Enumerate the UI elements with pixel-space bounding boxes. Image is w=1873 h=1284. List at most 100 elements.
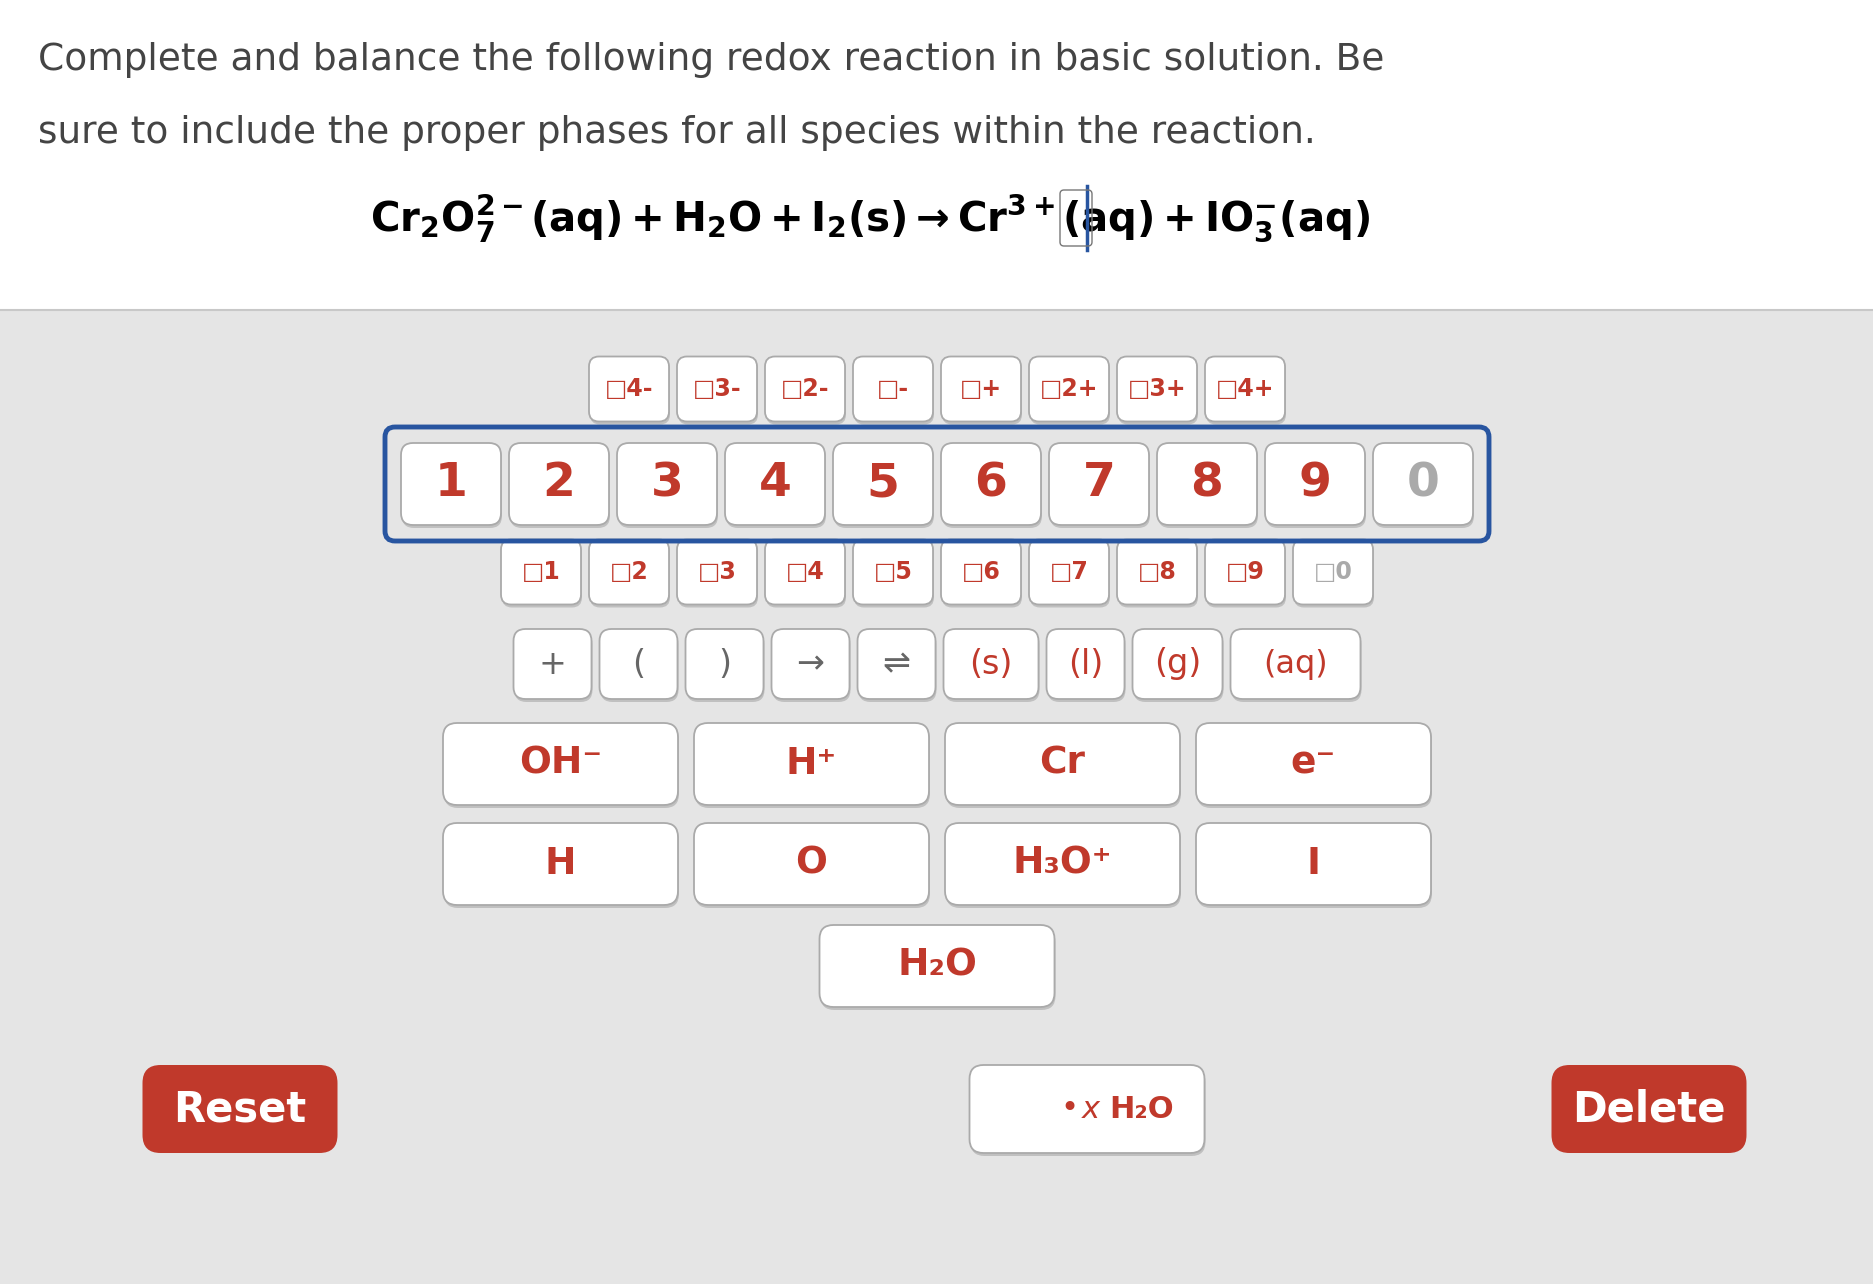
FancyBboxPatch shape xyxy=(1116,539,1197,605)
FancyBboxPatch shape xyxy=(616,443,717,525)
FancyBboxPatch shape xyxy=(1028,539,1109,605)
Text: Delete: Delete xyxy=(1571,1088,1725,1130)
Text: ): ) xyxy=(717,647,730,681)
FancyBboxPatch shape xyxy=(676,357,757,421)
FancyBboxPatch shape xyxy=(1231,629,1360,698)
Text: □5: □5 xyxy=(873,560,912,584)
FancyBboxPatch shape xyxy=(500,539,581,605)
FancyBboxPatch shape xyxy=(686,629,762,698)
FancyBboxPatch shape xyxy=(944,723,1180,805)
Text: □4: □4 xyxy=(785,560,824,584)
FancyBboxPatch shape xyxy=(1131,629,1221,698)
FancyBboxPatch shape xyxy=(599,632,678,702)
FancyBboxPatch shape xyxy=(833,443,933,525)
Text: □4-: □4- xyxy=(605,377,654,401)
FancyBboxPatch shape xyxy=(854,360,933,425)
FancyBboxPatch shape xyxy=(1049,446,1150,528)
FancyBboxPatch shape xyxy=(854,543,933,607)
FancyBboxPatch shape xyxy=(852,357,933,421)
FancyBboxPatch shape xyxy=(509,443,609,525)
Text: 3: 3 xyxy=(650,461,684,506)
Text: □2+: □2+ xyxy=(1040,377,1098,401)
FancyBboxPatch shape xyxy=(940,539,1021,605)
Text: 1: 1 xyxy=(435,461,466,506)
Text: H₂O: H₂O xyxy=(1109,1094,1174,1124)
FancyBboxPatch shape xyxy=(858,629,935,698)
FancyBboxPatch shape xyxy=(1045,629,1124,698)
FancyBboxPatch shape xyxy=(852,539,933,605)
FancyBboxPatch shape xyxy=(1373,446,1474,528)
FancyBboxPatch shape xyxy=(725,443,824,525)
FancyBboxPatch shape xyxy=(725,446,826,528)
FancyBboxPatch shape xyxy=(942,629,1038,698)
FancyBboxPatch shape xyxy=(1373,443,1472,525)
FancyBboxPatch shape xyxy=(1206,543,1285,607)
FancyBboxPatch shape xyxy=(590,543,671,607)
FancyBboxPatch shape xyxy=(942,446,1041,528)
FancyBboxPatch shape xyxy=(1197,725,1431,808)
FancyBboxPatch shape xyxy=(142,1064,337,1153)
Text: Complete and balance the following redox reaction in basic solution. Be: Complete and balance the following redox… xyxy=(37,42,1384,78)
Text: •: • xyxy=(1060,1094,1077,1124)
FancyBboxPatch shape xyxy=(766,543,845,607)
Text: □2-: □2- xyxy=(781,377,830,401)
FancyBboxPatch shape xyxy=(0,309,1873,1284)
Text: Cr: Cr xyxy=(1040,746,1084,782)
FancyBboxPatch shape xyxy=(678,360,757,425)
Text: H⁺: H⁺ xyxy=(785,746,837,782)
Text: 5: 5 xyxy=(865,461,899,506)
Text: O: O xyxy=(796,846,828,882)
FancyBboxPatch shape xyxy=(515,632,592,702)
Text: e⁻: e⁻ xyxy=(1290,746,1335,782)
FancyBboxPatch shape xyxy=(693,723,929,805)
Text: ⇌: ⇌ xyxy=(882,647,910,681)
Text: H₂O: H₂O xyxy=(897,948,976,984)
Text: $\mathbf{Cr_2O_7^{2-}(aq) + H_2O + I_2(s) \rightarrow Cr^{3+}(aq) + IO_3^{-}(aq): $\mathbf{Cr_2O_7^{2-}(aq) + H_2O + I_2(s… xyxy=(369,193,1369,244)
Text: $x$: $x$ xyxy=(1081,1094,1101,1125)
FancyBboxPatch shape xyxy=(970,1068,1204,1156)
Text: □8: □8 xyxy=(1137,560,1176,584)
FancyBboxPatch shape xyxy=(590,360,671,425)
FancyBboxPatch shape xyxy=(502,543,583,607)
Text: (aq): (aq) xyxy=(1262,648,1328,679)
FancyBboxPatch shape xyxy=(588,357,669,421)
FancyBboxPatch shape xyxy=(695,725,929,808)
FancyBboxPatch shape xyxy=(1195,723,1431,805)
FancyBboxPatch shape xyxy=(940,443,1040,525)
FancyBboxPatch shape xyxy=(401,443,500,525)
FancyBboxPatch shape xyxy=(676,539,757,605)
FancyBboxPatch shape xyxy=(444,725,678,808)
Text: I: I xyxy=(1305,846,1320,882)
FancyBboxPatch shape xyxy=(764,539,845,605)
Text: 8: 8 xyxy=(1189,461,1223,506)
FancyBboxPatch shape xyxy=(513,629,592,698)
Text: 9: 9 xyxy=(1298,461,1330,506)
FancyBboxPatch shape xyxy=(1294,543,1373,607)
FancyBboxPatch shape xyxy=(766,360,845,425)
Text: (s): (s) xyxy=(968,647,1011,681)
Text: □4+: □4+ xyxy=(1216,377,1274,401)
FancyBboxPatch shape xyxy=(678,543,757,607)
Text: □0: □0 xyxy=(1313,560,1352,584)
FancyBboxPatch shape xyxy=(968,1064,1204,1153)
Text: □6: □6 xyxy=(961,560,1000,584)
FancyBboxPatch shape xyxy=(1049,443,1148,525)
Text: +: + xyxy=(538,647,566,681)
Text: □3: □3 xyxy=(697,560,736,584)
FancyBboxPatch shape xyxy=(944,632,1040,702)
Text: □7: □7 xyxy=(1049,560,1088,584)
FancyBboxPatch shape xyxy=(1030,360,1109,425)
FancyBboxPatch shape xyxy=(0,0,1873,309)
FancyBboxPatch shape xyxy=(1156,443,1257,525)
Text: □+: □+ xyxy=(959,377,1002,401)
FancyBboxPatch shape xyxy=(1116,357,1197,421)
FancyBboxPatch shape xyxy=(944,823,1180,905)
FancyBboxPatch shape xyxy=(819,924,1054,1007)
FancyBboxPatch shape xyxy=(772,632,850,702)
FancyBboxPatch shape xyxy=(946,826,1180,908)
FancyBboxPatch shape xyxy=(509,446,611,528)
Text: H: H xyxy=(545,846,575,882)
FancyBboxPatch shape xyxy=(1292,539,1373,605)
FancyBboxPatch shape xyxy=(1551,1064,1746,1153)
FancyBboxPatch shape xyxy=(1030,543,1109,607)
